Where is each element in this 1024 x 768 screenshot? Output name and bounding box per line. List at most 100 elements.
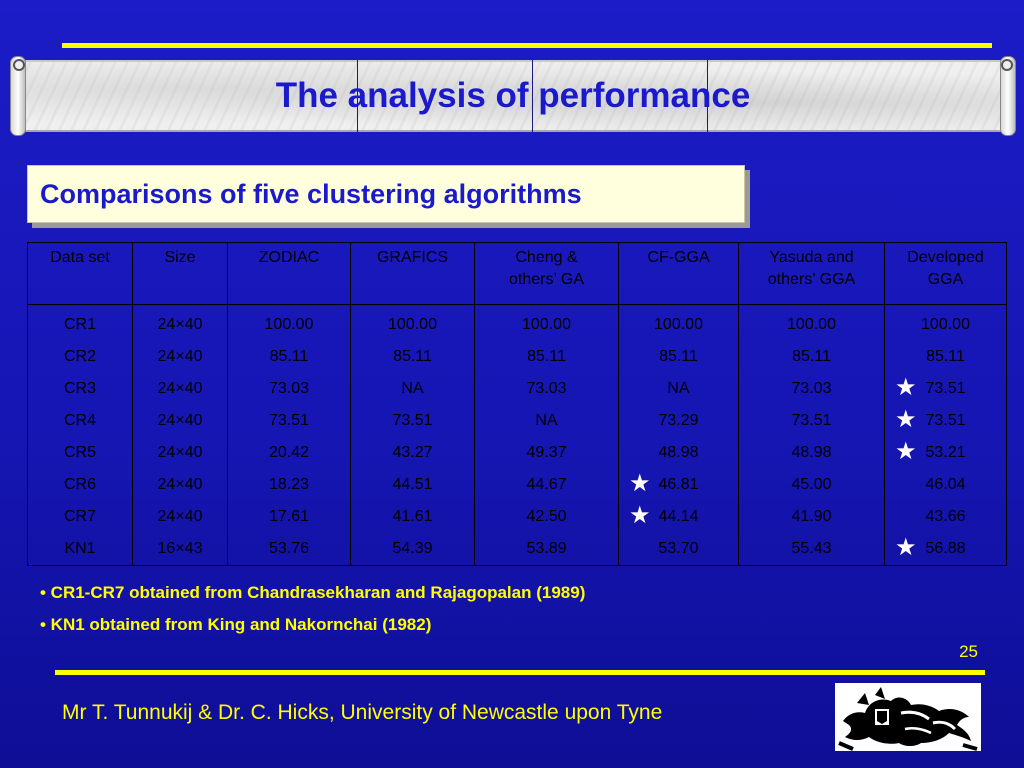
table-cell: 73.29 (618, 405, 739, 437)
slide-title: The analysis of performance (275, 76, 751, 115)
table-cell: 100.00 (350, 304, 475, 341)
table-cell: ★ 73.51 (884, 405, 1007, 437)
table-header-cell: Yasuda and others’ GGA (738, 242, 885, 305)
table-cell-value: NA (535, 412, 558, 429)
table-cell-value: 73.51 (392, 412, 433, 429)
comparison-table: Data set Size ZODIAC GRAFICS Cheng & others’ … (27, 242, 1007, 566)
table-cell: 46.04 (884, 469, 1007, 501)
table-cell: 44.51 (350, 469, 475, 501)
table-cell-value: 100.00 (921, 316, 970, 333)
table-header-label: Size (164, 249, 196, 266)
table-cell: 41.61 (350, 501, 475, 533)
table-cell: 43.66 (884, 501, 1007, 533)
table-cell-value: 17.61 (268, 508, 310, 525)
table-cell-value: CR2 (63, 348, 96, 365)
table-cell-value: 73.03 (526, 380, 567, 397)
table-cell: 20.42 (227, 437, 351, 469)
table-cell-value: 48.98 (791, 444, 832, 461)
table-cell-value: CR5 (63, 444, 96, 461)
table-cell-value: CR6 (63, 476, 96, 493)
table-cell-value: 20.42 (268, 444, 310, 461)
table-cell: 53.70 (618, 533, 739, 566)
best-result-star-icon: ★ (895, 374, 917, 401)
comparison-table-wrapper: Data set Size ZODIAC GRAFICS Cheng & others’ … (27, 242, 1007, 566)
table-header-cell: GRAFICS (350, 242, 475, 305)
table-cell: 73.03 (474, 373, 619, 405)
table-cell-value: 73.51 (268, 412, 310, 429)
table-cell-value: 24×40 (157, 316, 203, 333)
table-cell-value: 73.51 (925, 380, 966, 397)
table-cell-value: 85.11 (659, 348, 698, 365)
table-cell: 49.37 (474, 437, 619, 469)
best-result-star-icon: ★ (629, 470, 651, 497)
table-cell-value: 53.89 (526, 540, 567, 557)
table-cell-value: 73.51 (925, 412, 966, 429)
table-cell-value: 16×43 (157, 540, 203, 557)
table-cell: 85.11 (474, 341, 619, 373)
table-header-label: Data set (50, 249, 110, 266)
table-cell-value: NA (401, 380, 424, 397)
table-cell: 100.00 (738, 304, 885, 341)
table-cell: 73.03 (227, 373, 351, 405)
table-cell-value: 100.00 (654, 316, 703, 333)
table-row: CR2 24×40 85.11 85.11 85.11 85.11 85.11 85.11 (27, 341, 1007, 373)
table-cell-value: 43.66 (925, 508, 966, 525)
table-header-cell: Cheng & others’ GA (474, 242, 619, 305)
table-cell: CR6 (27, 469, 133, 501)
table-cell-value: 49.37 (526, 444, 567, 461)
table-cell: 85.11 (227, 341, 351, 373)
table-cell: 41.90 (738, 501, 885, 533)
table-cell: 48.98 (738, 437, 885, 469)
footer-authors: Mr T. Tunnukij & Dr. C. Hicks, Universit… (62, 701, 663, 724)
table-cell-value: 73.03 (268, 380, 310, 397)
table-header-label: Cheng & (515, 249, 578, 266)
table-cell-value: 48.98 (658, 444, 699, 461)
table-body: CR1 24×40 100.00 100.00 100.00 100.00 100.00 10… (27, 304, 1007, 566)
table-cell: 85.11 (738, 341, 885, 373)
table-cell-value: CR3 (63, 380, 96, 397)
table-header-label: GGA (927, 271, 964, 288)
table-row: KN1 16×43 53.76 54.39 53.89 53.70 55.43 ★ 56.88 (27, 533, 1007, 566)
table-cell-value: CR7 (63, 508, 96, 525)
table-header-cell: Data set (27, 242, 133, 305)
table-cell: 53.76 (227, 533, 351, 566)
table-cell: NA (618, 373, 739, 405)
table-cell-value: 43.27 (392, 444, 433, 461)
best-result-star-icon: ★ (629, 502, 651, 529)
table-cell-value: 85.11 (269, 348, 309, 365)
table-cell: KN1 (27, 533, 133, 566)
page-number: 25 (959, 642, 978, 661)
table-cell: NA (474, 405, 619, 437)
table-cell-value: 53.21 (925, 444, 966, 461)
table-header-label: GRAFICS (376, 249, 449, 266)
table-header-label: Yasuda and (769, 249, 854, 266)
table-cell: CR5 (27, 437, 133, 469)
table-cell: 54.39 (350, 533, 475, 566)
note-dataset-source-kn: • KN1 obtained from King and Nakornchai … (40, 615, 432, 634)
table-cell: 100.00 (618, 304, 739, 341)
table-header-label: ZODIAC (258, 249, 320, 266)
table-cell-value: 100.00 (522, 316, 571, 333)
table-cell: 73.51 (227, 405, 351, 437)
table-cell-value: 24×40 (157, 444, 203, 461)
table-cell: 43.27 (350, 437, 475, 469)
table-header-cell: Developed GGA (884, 242, 1007, 305)
scroll-divider (357, 60, 358, 132)
table-header-cell: Size (132, 242, 228, 305)
best-result-star-icon: ★ (895, 534, 917, 561)
table-cell: 73.51 (350, 405, 475, 437)
table-cell: CR4 (27, 405, 133, 437)
slide-subtitle: Comparisons of five clustering algorithm… (40, 179, 582, 209)
table-cell-value: 85.11 (393, 348, 432, 365)
table-cell: CR1 (27, 304, 133, 341)
table-cell-value: 85.11 (527, 348, 566, 365)
table-cell-value: KN1 (64, 540, 96, 557)
table-row: CR4 24×40 73.51 73.51 NA 73.29 73.51 ★ 73.51 (27, 405, 1007, 437)
table-cell: ★ 44.14 (618, 501, 739, 533)
table-cell-value: 44.51 (392, 476, 433, 493)
table-cell-value: 24×40 (157, 476, 203, 493)
table-cell-value: 56.88 (925, 540, 966, 557)
table-cell-value: 42.50 (526, 508, 567, 525)
table-cell-value: 55.43 (791, 540, 832, 557)
table-cell-value: 46.04 (925, 476, 966, 493)
